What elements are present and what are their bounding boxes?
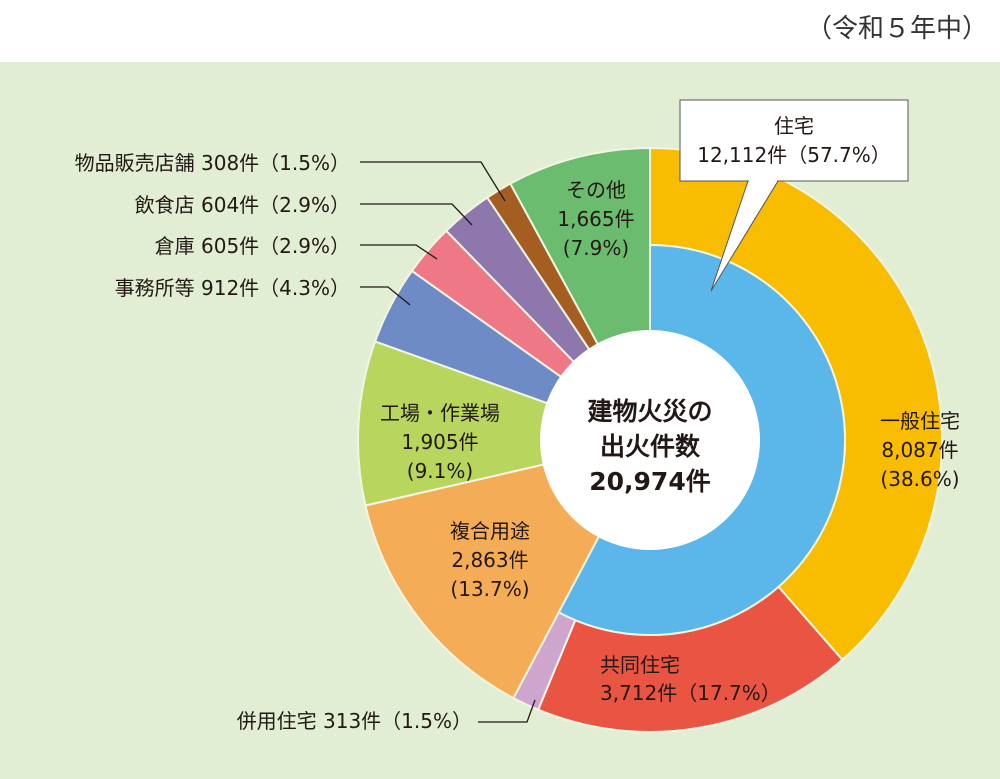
label-kojo: (9.1%) xyxy=(407,459,473,483)
leader-line-inshoku xyxy=(360,203,473,226)
center-label-line: 建物火災の xyxy=(587,397,712,426)
label-kojo: 工場・作業場 xyxy=(380,401,500,425)
leader-line-buppan xyxy=(360,161,506,202)
label-fukugo: 2,863件 xyxy=(451,548,528,572)
center-label-total: 20,974件 xyxy=(589,467,710,496)
leader-line-soko xyxy=(360,244,438,260)
label-ippan: 一般住宅 xyxy=(880,409,960,433)
label-heiyo: 併用住宅 313件（1.5%） xyxy=(237,709,472,733)
label-kyodo: 共同住宅 xyxy=(600,653,680,677)
center-label: 建物火災の 出火件数 20,974件 xyxy=(587,397,712,496)
label-fukugo: (13.7%) xyxy=(450,577,529,601)
label-jutaku-name: 住宅 xyxy=(774,114,814,138)
label-soko: 倉庫 605件（2.9%） xyxy=(155,234,350,258)
label-sonota: (7.9%) xyxy=(563,236,629,260)
label-kyodo: 3,712件（17.7%） xyxy=(600,681,781,705)
center-hole xyxy=(540,330,760,550)
label-sonota: 1,665件 xyxy=(557,207,634,231)
label-jutaku-value: 12,112件（57.7%） xyxy=(697,143,891,167)
period-note: （令和５年中） xyxy=(805,14,988,44)
label-fukugo: 複合用途 xyxy=(450,519,530,543)
label-sonota: その他 xyxy=(566,178,626,202)
label-jimusho: 事務所等 912件（4.3%） xyxy=(115,276,350,300)
leader-line-jimusho xyxy=(360,286,411,306)
label-inshoku: 飲食店 604件（2.9%） xyxy=(135,193,350,217)
callout-box xyxy=(679,99,909,182)
center-label-line: 出火件数 xyxy=(600,432,701,461)
label-ippan: (38.6%) xyxy=(880,467,959,491)
label-buppan: 物品販売店舗 308件（1.5%） xyxy=(75,151,350,175)
leader-line-heiyo xyxy=(478,699,536,723)
label-kojo: 1,905件 xyxy=(401,430,478,454)
label-ippan: 8,087件 xyxy=(881,438,958,462)
